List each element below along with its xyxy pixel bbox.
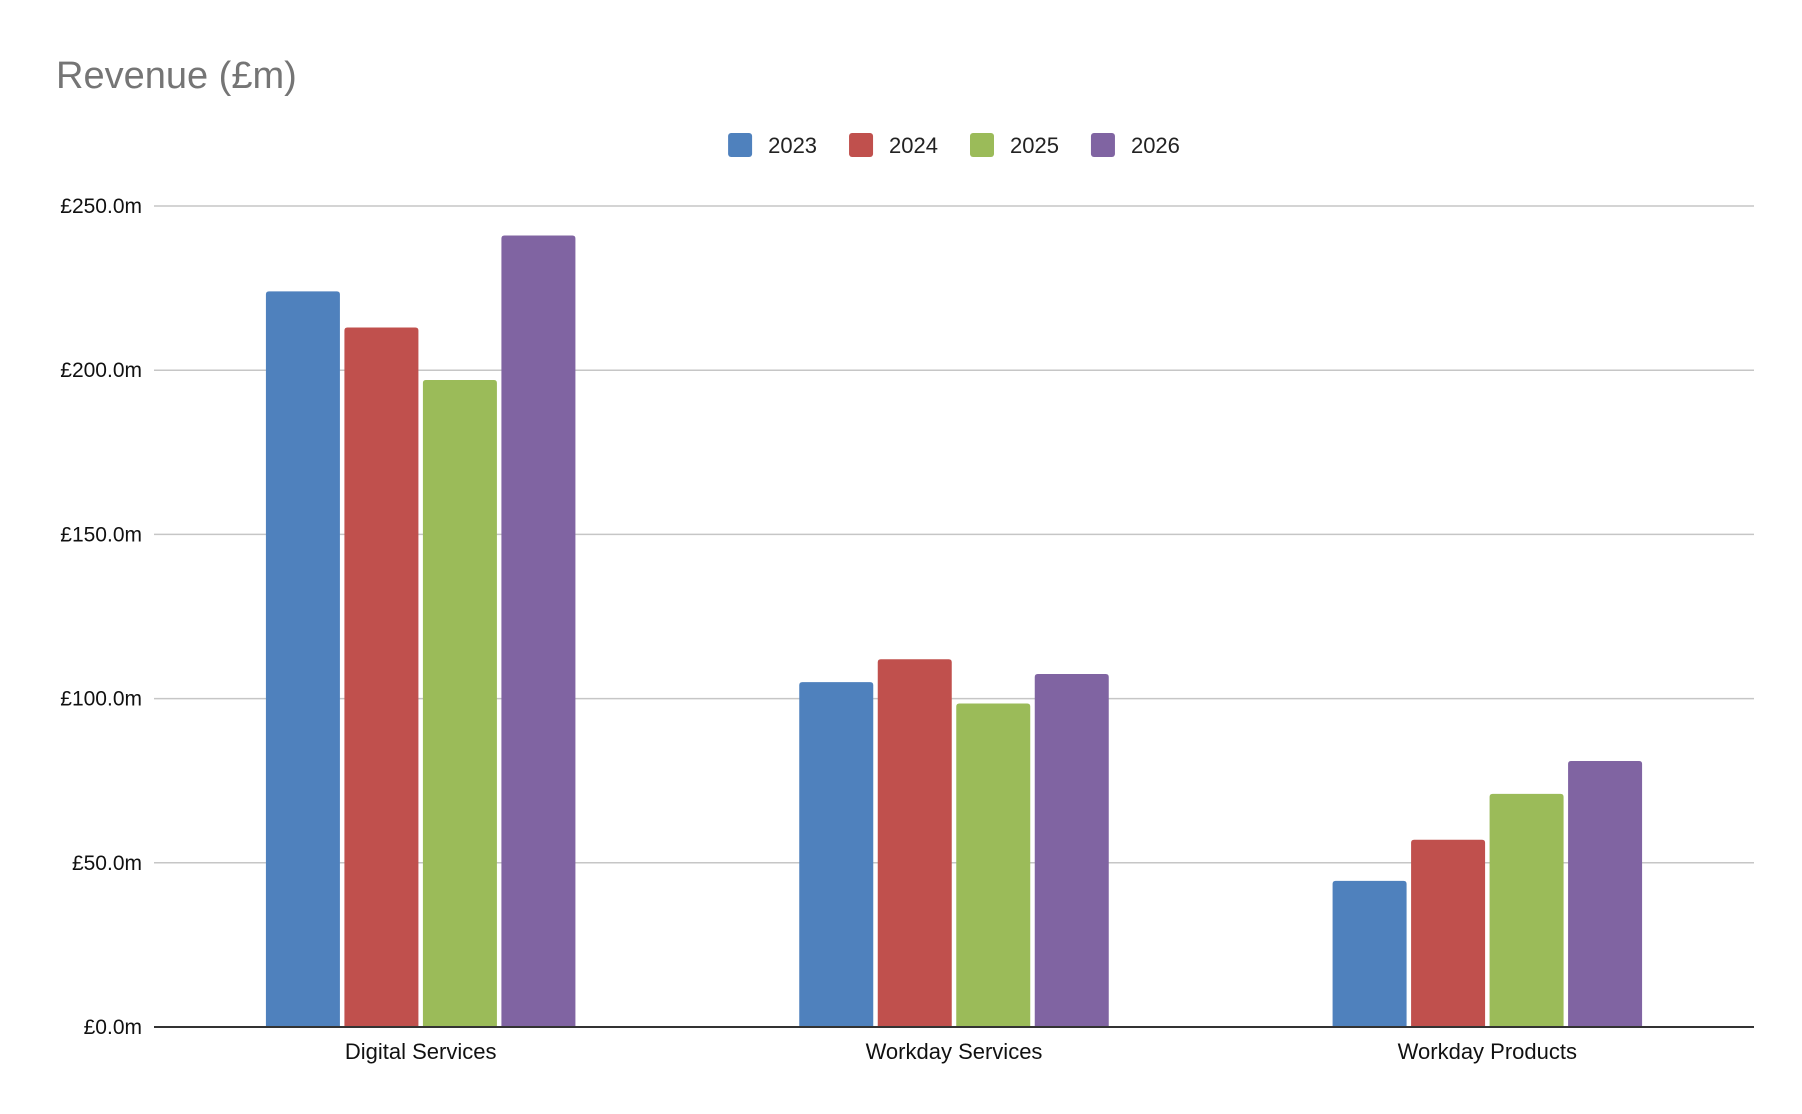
y-tick-label: £150.0m [60,523,142,546]
bar-2025-2 [956,703,1031,1027]
legend-swatch-2026 [1090,133,1115,157]
legend-label: 2023 [768,133,817,158]
bar-2023-2 [799,682,874,1027]
bar-2024-3 [1411,839,1486,1027]
legend: 2023 2024 2025 2026 [728,133,1180,158]
bar-2023-1 [265,291,340,1027]
bar-2025-3 [1489,793,1564,1027]
y-tick-label: £200.0m [60,359,142,382]
axes: £0.0m £50.0m £100.0m £150.0m £200.0m £250.0m D… [60,195,1754,1064]
x-category-label: Workday Services [866,1039,1043,1064]
bar-2024-1 [344,327,419,1027]
bar-2023-3 [1332,880,1407,1027]
gridlines [154,205,1754,864]
legend-swatch-2023 [728,133,753,157]
y-tick-label: £250.0m [60,195,142,218]
bar-2024-2 [877,659,952,1027]
legend-swatch-2024 [849,133,874,157]
bars [265,235,1643,1027]
y-tick-label: £0.0m [84,1016,142,1039]
chart-title: Revenue (£m) [56,55,297,97]
bar-2025-1 [422,380,497,1027]
bar-2026-2 [1034,673,1109,1027]
legend-label: 2024 [889,133,938,158]
bar-2026-3 [1568,760,1643,1027]
y-tick-label: £50.0m [72,852,142,875]
y-tick-label: £100.0m [60,688,142,711]
legend-label: 2025 [1010,133,1059,158]
legend-swatch-2025 [970,133,994,157]
legend-label: 2026 [1131,133,1180,158]
x-category-label: Workday Products [1398,1039,1577,1064]
bar-2026-1 [501,235,576,1027]
x-category-label: Digital Services [345,1039,497,1064]
